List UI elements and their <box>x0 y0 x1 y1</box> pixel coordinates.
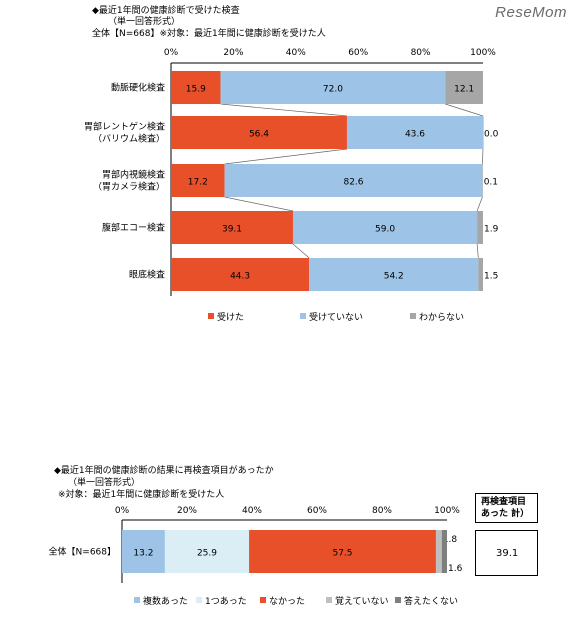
bar-segment <box>164 530 250 573</box>
recheck-total-header-box: 再検査項目 あった 計） <box>475 493 538 523</box>
x-tick-label: 100% <box>470 48 496 58</box>
legend-swatch <box>260 597 266 603</box>
data-label: 15.9 <box>186 85 206 95</box>
category-label: 胃部内視鏡検査 <box>102 169 165 181</box>
category-label: （胃カメラ検査） <box>93 181 165 193</box>
data-label: 82.6 <box>343 178 363 188</box>
data-label: 56.4 <box>249 130 269 140</box>
legend-swatch <box>395 597 401 603</box>
bar-segment <box>445 71 483 104</box>
category-label: 動脈硬化検査 <box>111 82 165 94</box>
legend-label: 覚えていない <box>335 595 389 607</box>
data-label: 12.1 <box>454 85 474 95</box>
connector-line <box>476 243 479 259</box>
x-tick-label: 80% <box>411 48 431 58</box>
bar-segment <box>171 164 225 197</box>
bar-segment <box>309 258 479 291</box>
legend-swatch <box>196 597 202 603</box>
x-tick-label: 100% <box>434 506 460 516</box>
bar-segment <box>171 258 310 291</box>
bar-segment <box>224 164 483 197</box>
x-tick-label: 20% <box>177 506 197 516</box>
data-label: 17.2 <box>188 178 208 188</box>
bar-segment <box>441 530 447 573</box>
data-label: 43.6 <box>405 130 425 140</box>
bar-segment <box>122 530 165 573</box>
bar-segment <box>220 71 446 104</box>
watermark-logo: ReseMom <box>495 4 567 21</box>
legend-label: わからない <box>419 312 464 323</box>
legend-swatch <box>208 313 214 319</box>
recheck-total-value-box: 39.1 <box>475 530 538 576</box>
bar-segment <box>435 530 442 573</box>
data-label: 1.6 <box>448 564 463 574</box>
x-tick-label: 0% <box>115 506 130 516</box>
data-label: 13.2 <box>133 549 153 559</box>
connector-line <box>445 103 484 117</box>
x-tick-label: 60% <box>348 48 368 58</box>
bar-segment <box>478 258 483 291</box>
legend-swatch <box>410 313 416 319</box>
x-tick-label: 20% <box>223 48 243 58</box>
legend-label: 受けた <box>217 311 244 323</box>
connector-line <box>476 196 483 212</box>
legend-label: なかった <box>269 596 305 607</box>
bar-segment <box>483 116 484 149</box>
data-label: 25.9 <box>197 549 217 559</box>
category-label: 腹部エコー検査 <box>102 222 165 234</box>
category-label: （バリウム検査） <box>93 133 165 145</box>
legend-swatch <box>134 597 140 603</box>
connector-line <box>482 148 484 165</box>
bar-segment <box>171 116 347 149</box>
bar-segment <box>346 116 483 149</box>
data-label: 54.2 <box>384 272 404 282</box>
connector-line <box>220 103 348 117</box>
data-label: 59.0 <box>375 225 395 235</box>
data-label: 1.8 <box>443 535 458 545</box>
data-label: 1.9 <box>484 225 499 235</box>
legend-label: 複数あった <box>143 595 188 607</box>
connector-line <box>224 148 348 165</box>
legend-label: 1つあった <box>205 596 247 607</box>
recheck-total-value: 39.1 <box>496 548 519 559</box>
chart1-title: ◆最近1年間の健康診断で受けた検査 <box>92 6 240 16</box>
recheck-total-header-line1: 再検査項目 <box>481 497 527 507</box>
data-label: 1.5 <box>484 272 498 282</box>
data-label: 0.1 <box>484 178 498 188</box>
legend-swatch <box>326 597 332 603</box>
connector-line <box>224 196 294 212</box>
bar-segment <box>482 164 483 197</box>
data-label: 39.1 <box>222 225 242 235</box>
bar-segment <box>171 71 221 104</box>
chart1-base: 全体【N=668】※対象：最近1年間に健康診断を受けた人 <box>92 29 326 39</box>
category-label: 全体【N=668】 <box>49 546 116 558</box>
bar-segment <box>171 211 293 244</box>
x-tick-label: 0% <box>164 48 179 58</box>
x-tick-label: 80% <box>372 506 392 516</box>
data-label: 57.5 <box>332 549 352 559</box>
connector-line <box>292 243 310 259</box>
chart2-base: ※対象：最近1年間に健康診断を受けた人 <box>58 490 225 500</box>
x-tick-label: 40% <box>242 506 262 516</box>
data-label: 0.0 <box>484 130 499 140</box>
category-label: 胃部レントゲン検査 <box>84 121 165 133</box>
data-label: 72.0 <box>323 85 343 95</box>
bar-segment <box>292 211 478 244</box>
category-label: 眼底検査 <box>129 269 165 281</box>
legend-label: 受けていない <box>309 311 363 323</box>
recheck-total-header-line2: あった 計） <box>481 509 530 519</box>
legend-label: 答えたくない <box>404 595 458 607</box>
x-tick-label: 40% <box>286 48 306 58</box>
bar-segment <box>477 211 483 244</box>
bar-segment <box>249 530 436 573</box>
chart2-subtitle: （単一回答形式） <box>68 478 141 488</box>
legend-swatch <box>300 313 306 319</box>
x-tick-label: 60% <box>307 506 327 516</box>
chart1-subtitle: （単一回答形式） <box>108 17 181 27</box>
chart2-title: ◆最近1年間の健康診断の結果に再検査項目があったか <box>54 466 274 476</box>
data-label: 44.3 <box>230 272 250 282</box>
